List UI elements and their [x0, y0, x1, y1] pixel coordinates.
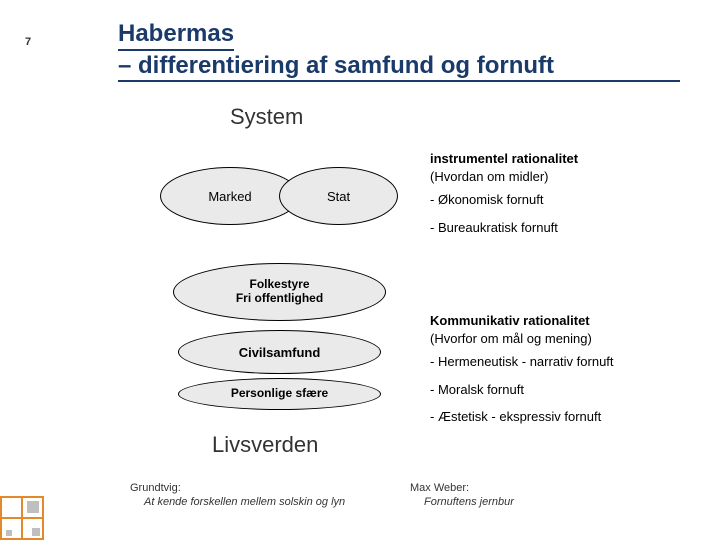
page-number: 7 — [25, 36, 31, 48]
ellipse-stat-label: Stat — [327, 189, 350, 204]
footnote-grundtvig: Grundtvig: At kende forskellen mellem so… — [130, 482, 345, 510]
ellipse-folkestyre-line1: Folkestyre — [249, 278, 309, 292]
ellipse-civilsamfund: Civilsamfund — [178, 330, 381, 374]
instrumental-rationality-block: instrumentel rationalitet (Hvordan om mi… — [430, 150, 578, 236]
slide: 7 Habermas – differentiering af samfund … — [0, 0, 720, 540]
communicative-item: Æstetisk - ekspressiv fornuft — [430, 408, 614, 426]
ellipse-personlige: Personlige sfære — [178, 378, 381, 410]
footnote-weber: Max Weber: Fornuftens jernbur — [410, 482, 514, 510]
communicative-sub: (Hvorfor om mål og mening) — [430, 331, 592, 346]
instrumental-list: Økonomisk fornuft Bureaukratisk fornuft — [430, 191, 578, 236]
communicative-item: Moralsk fornuft — [430, 381, 614, 399]
title-line-1: Habermas — [118, 20, 234, 51]
communicative-head: Kommunikativ rationalitet — [430, 313, 590, 328]
footnote-grundtvig-body: At kende forskellen mellem solskin og ly… — [130, 496, 345, 510]
footnote-weber-body: Fornuftens jernbur — [410, 496, 514, 510]
ellipse-civilsamfund-label: Civilsamfund — [239, 345, 321, 360]
instrumental-sub: (Hvordan om midler) — [430, 169, 548, 184]
title-block: Habermas – differentiering af samfund og… — [118, 20, 680, 82]
footnote-weber-head: Max Weber: — [410, 482, 514, 496]
ellipse-folkestyre-line2: Fri offentlighed — [236, 292, 323, 306]
logo-icon — [0, 496, 44, 540]
ellipse-folkestyre: Folkestyre Fri offentlighed — [173, 263, 386, 321]
instrumental-head: instrumentel rationalitet — [430, 151, 578, 166]
ellipse-stat: Stat — [279, 167, 398, 225]
instrumental-item: Bureaukratisk fornuft — [430, 219, 578, 237]
system-header: System — [230, 104, 303, 130]
footnote-grundtvig-head: Grundtvig: — [130, 482, 345, 496]
communicative-list: Hermeneutisk - narrativ fornuft Moralsk … — [430, 353, 614, 426]
title-line-2: – differentiering af samfund og fornuft — [118, 52, 680, 83]
communicative-rationality-block: Kommunikativ rationalitet (Hvorfor om må… — [430, 312, 614, 426]
livsverden-header: Livsverden — [212, 432, 318, 458]
ellipse-marked-label: Marked — [208, 189, 251, 204]
instrumental-item: Økonomisk fornuft — [430, 191, 578, 209]
ellipse-personlige-label: Personlige sfære — [231, 387, 328, 401]
communicative-item: Hermeneutisk - narrativ fornuft — [430, 353, 614, 371]
